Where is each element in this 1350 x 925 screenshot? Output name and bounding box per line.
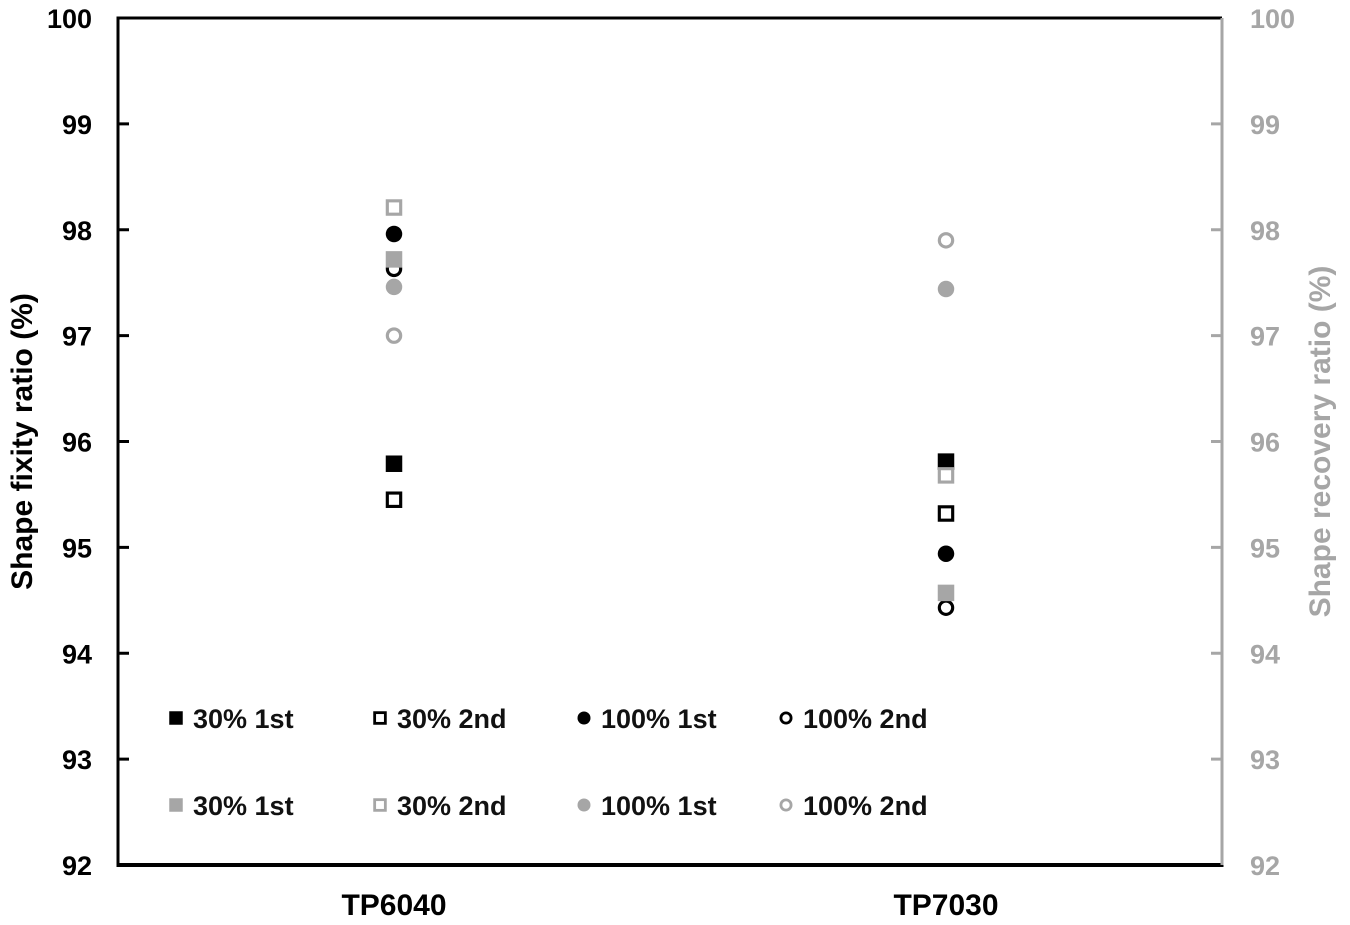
- data-point-fixity-100-1st-TP7030: [937, 545, 955, 562]
- legend-marker-fixity-30-2nd: [373, 711, 387, 725]
- legend-label: 30% 2nd: [397, 791, 507, 821]
- x-axis-category-label: TP6040: [341, 889, 446, 922]
- data-point-recovery-30-1st-TP7030: [937, 584, 955, 602]
- data-point-fixity-100-1st-TP6040: [385, 225, 403, 243]
- data-point-recovery-30-2nd-TP6040: [385, 199, 403, 216]
- legend-label: 30% 2nd: [397, 704, 507, 734]
- right-axis-tick-label: 100: [1250, 4, 1295, 34]
- data-point-fixity-30-2nd-TP6040: [385, 491, 403, 508]
- x-axis-category-label: TP7030: [893, 889, 998, 922]
- legend-label: 30% 1st: [193, 791, 294, 821]
- right-axis-tick-label: 97: [1250, 322, 1280, 352]
- data-point-recovery-100-1st-TP6040: [385, 278, 403, 296]
- data-point-fixity-100-2nd-TP7030: [937, 599, 955, 616]
- data-point-recovery-100-1st-TP7030: [937, 280, 955, 298]
- legend-marker-fixity-30-1st: [169, 711, 183, 725]
- legend-marker-fixity-100-1st: [577, 711, 591, 725]
- right-axis-title: Shape recovery ratio (%): [1304, 266, 1337, 618]
- legend-marker-recovery-100-1st: [577, 798, 591, 812]
- right-axis-tick-label: 94: [1250, 639, 1280, 669]
- right-axis-tick-label: 92: [1250, 851, 1280, 881]
- right-axis-tick-label: 96: [1250, 428, 1280, 458]
- left-axis-tick-label: 98: [62, 216, 92, 246]
- left-axis-title: Shape fixity ratio (%): [6, 293, 39, 590]
- left-axis-tick-label: 94: [62, 639, 92, 669]
- left-axis-tick-label: 100: [47, 4, 92, 34]
- left-axis-tick-label: 93: [62, 745, 92, 775]
- legend-label: 100% 1st: [601, 791, 717, 821]
- left-axis-tick-label: 92: [62, 851, 92, 881]
- left-axis-tick-label: 96: [62, 428, 92, 458]
- right-axis-tick-label: 93: [1250, 745, 1280, 775]
- right-axis-tick-label: 95: [1250, 533, 1280, 563]
- legend-label: 100% 2nd: [803, 704, 928, 734]
- legend-marker-recovery-30-1st: [169, 798, 183, 812]
- legend-marker-fixity-100-2nd: [779, 711, 793, 725]
- left-axis-tick-label: 95: [62, 533, 92, 563]
- right-axis-tick-label: 98: [1250, 216, 1280, 246]
- legend-label: 100% 2nd: [803, 791, 928, 821]
- data-point-recovery-30-1st-TP6040: [385, 251, 403, 268]
- data-point-fixity-30-2nd-TP7030: [937, 505, 955, 522]
- data-point-recovery-100-2nd-TP6040: [385, 327, 403, 344]
- left-axis-tick-label: 97: [62, 322, 92, 352]
- legend-marker-recovery-100-2nd: [779, 798, 793, 812]
- right-axis-tick-label: 99: [1250, 110, 1280, 140]
- legend-label: 30% 1st: [193, 704, 294, 734]
- legend-label: 100% 1st: [601, 704, 717, 734]
- data-point-recovery-100-2nd-TP7030: [937, 232, 955, 249]
- left-axis-tick-label: 99: [62, 110, 92, 140]
- data-point-recovery-30-2nd-TP7030: [937, 467, 955, 484]
- data-point-fixity-30-1st-TP6040: [385, 455, 403, 472]
- legend-marker-recovery-30-2nd: [373, 798, 387, 812]
- data-point-fixity-30-1st-TP7030: [937, 453, 955, 470]
